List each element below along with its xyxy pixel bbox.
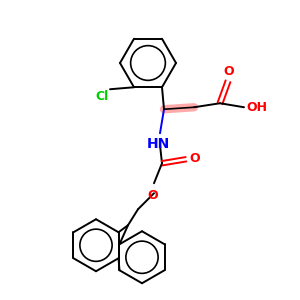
Text: O: O — [224, 65, 234, 78]
Text: O: O — [189, 152, 200, 165]
Text: OH: OH — [246, 101, 267, 114]
Text: HN: HN — [146, 137, 170, 151]
Text: Cl: Cl — [96, 90, 109, 103]
Text: O: O — [148, 189, 158, 202]
